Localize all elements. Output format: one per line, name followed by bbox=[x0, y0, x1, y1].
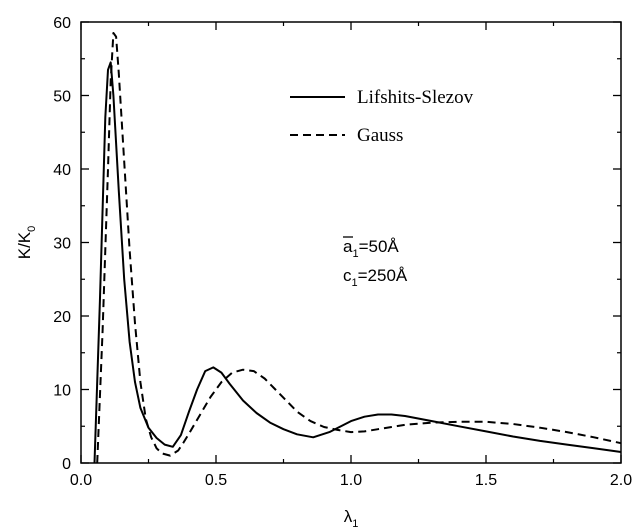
y-tick-label: 60 bbox=[53, 15, 71, 32]
legend-entry-label: Gauss bbox=[357, 125, 403, 146]
x-tick-label: 0.5 bbox=[205, 472, 227, 489]
annotation-value: =50Å bbox=[359, 237, 400, 256]
y-tick-label: 20 bbox=[53, 309, 71, 326]
x-axis-label-subscript: 1 bbox=[352, 518, 358, 530]
y-axis-label-subscript: 0 bbox=[26, 226, 38, 232]
annotation-text: a1=50Å bbox=[343, 237, 399, 260]
y-tick-label: 30 bbox=[53, 236, 71, 253]
annotation-symbol: a bbox=[343, 237, 353, 256]
x-tick-label: 0.0 bbox=[70, 472, 92, 489]
annotation-value: =250Å bbox=[358, 266, 408, 285]
y-tick-label: 0 bbox=[62, 456, 71, 473]
annotation-subscript: 1 bbox=[352, 248, 358, 260]
legend-entry-label: Lifshits-Slezov bbox=[357, 87, 474, 108]
annotation-subscript: 1 bbox=[352, 277, 358, 289]
annotation-text: c1=250Å bbox=[343, 266, 408, 289]
y-tick-label: 40 bbox=[53, 162, 71, 179]
series-line-lifshits-slezov bbox=[93, 61, 622, 464]
series-line-gauss bbox=[96, 32, 622, 464]
annotation-symbol: c bbox=[343, 266, 352, 285]
x-axis-label-main: λ bbox=[344, 507, 353, 526]
x-tick-label: 1.0 bbox=[340, 472, 362, 489]
y-tick-label: 10 bbox=[53, 383, 71, 400]
y-axis-label-main: K/K bbox=[15, 231, 34, 259]
y-axis-label: K/K0 bbox=[15, 226, 38, 260]
x-tick-label: 2.0 bbox=[610, 472, 632, 489]
x-axis-label: λ1 bbox=[344, 507, 359, 530]
y-tick-label: 50 bbox=[53, 89, 71, 106]
x-tick-label: 1.5 bbox=[475, 472, 497, 489]
